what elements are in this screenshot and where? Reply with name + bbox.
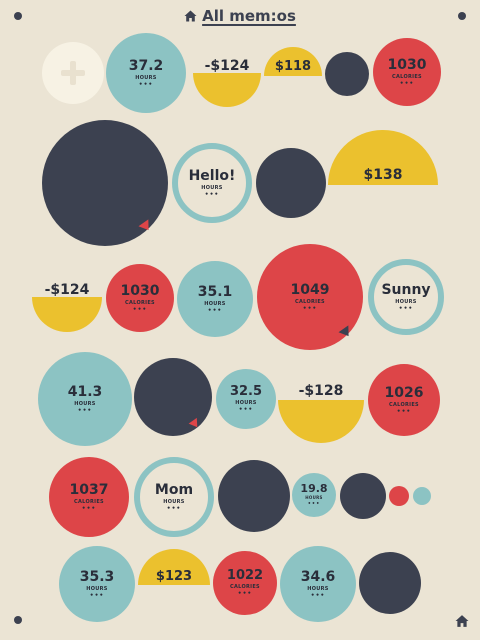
memo-money[interactable]: $138: [328, 130, 438, 185]
memo-value: 41.3: [67, 383, 103, 400]
memo-more-dots: •••: [166, 504, 182, 512]
plus-icon: [42, 42, 104, 104]
memo-blank[interactable]: [359, 552, 421, 614]
memo-value: 1030: [120, 282, 160, 299]
add-memo-button[interactable]: [42, 42, 104, 104]
half-circle-shape: [32, 297, 102, 332]
memo-hours[interactable]: 34.6 HOURS •••: [280, 546, 356, 622]
memo-value: 19.8: [300, 482, 328, 495]
memo-unit: HOURS: [307, 585, 329, 592]
memo-value: 34.6: [300, 568, 336, 585]
memo-value: -$124: [204, 58, 250, 74]
memo-value: Mom: [154, 481, 194, 498]
memo-unit: CALORIES: [389, 401, 419, 408]
memo-calories[interactable]: 1037 CALORIES •••: [49, 457, 129, 537]
memo-calories[interactable]: 1022 CALORIES •••: [213, 551, 277, 615]
memo-unit: HOURS: [135, 74, 157, 81]
memo-more-dots: •••: [204, 190, 220, 198]
memo-value: 35.1: [197, 283, 233, 300]
memo-more-dots: •••: [138, 80, 154, 88]
memo-money[interactable]: $123: [138, 549, 210, 585]
memo-more-dots: •••: [237, 590, 253, 597]
memo-value: Sunny: [381, 281, 431, 298]
memo-more-dots: •••: [238, 406, 254, 413]
memo-blank[interactable]: [218, 460, 290, 532]
home-icon: [184, 10, 197, 22]
memo-value: 1026: [384, 384, 424, 401]
memo-blank[interactable]: [256, 148, 326, 218]
memo-more-dots: •••: [398, 304, 414, 312]
memo-value: 32.5: [229, 384, 263, 399]
memo-value: 37.2: [128, 57, 164, 74]
memo-value: $123: [155, 569, 193, 584]
memo-blank[interactable]: [389, 486, 409, 506]
memo-hours[interactable]: 37.2 HOURS •••: [106, 33, 186, 113]
memo-value: 35.3: [79, 568, 115, 585]
memo-value: 1030: [387, 56, 427, 73]
memo-value: $118: [274, 59, 312, 74]
memo-unit: HOURS: [395, 298, 417, 305]
memo-unit: HOURS: [163, 498, 185, 505]
memo-hours[interactable]: 35.3 HOURS •••: [59, 546, 135, 622]
home-icon[interactable]: [455, 614, 469, 628]
memo-unit: HOURS: [201, 184, 223, 191]
memo-more-dots: •••: [81, 504, 97, 512]
memo-more-dots: •••: [307, 501, 321, 507]
page-title: All mem:os: [202, 7, 296, 25]
memo-unit: HOURS: [305, 495, 323, 500]
memo-unit: CALORIES: [295, 298, 325, 305]
memo-value: 1022: [226, 568, 264, 583]
memo-money[interactable]: $118: [264, 47, 322, 76]
memo-unit: CALORIES: [74, 498, 104, 505]
memo-blank[interactable]: [413, 487, 431, 505]
memo-more-dots: •••: [302, 304, 318, 312]
all-memos-link[interactable]: All mem:os: [0, 6, 480, 26]
corner-dot: [14, 12, 22, 20]
memo-hours[interactable]: 32.5 HOURS •••: [216, 369, 276, 429]
memo-more-dots: •••: [399, 79, 415, 87]
memo-sunny[interactable]: Sunny HOURS •••: [368, 259, 444, 335]
memo-more-dots: •••: [310, 591, 326, 599]
memo-unit: HOURS: [204, 300, 226, 307]
memo-more-dots: •••: [396, 407, 412, 415]
half-circle-shape: [278, 400, 364, 443]
memo-calories-large[interactable]: 1049 CALORIES •••: [257, 244, 363, 350]
memo-value: -$124: [44, 282, 90, 298]
memo-unit: HOURS: [86, 585, 108, 592]
memo-unit: HOURS: [235, 400, 257, 406]
memo-blank[interactable]: [134, 358, 212, 436]
corner-dot: [14, 616, 22, 624]
memo-more-dots: •••: [132, 305, 148, 313]
memo-more-dots: •••: [207, 306, 223, 314]
memo-money[interactable]: -$128: [278, 383, 364, 443]
memo-hours[interactable]: 41.3 HOURS •••: [38, 352, 132, 446]
memo-hello[interactable]: Hello! HOURS •••: [172, 143, 252, 223]
memo-blank[interactable]: [325, 52, 369, 96]
memo-unit: CALORIES: [392, 73, 422, 80]
memo-unit: HOURS: [74, 400, 96, 407]
memo-unit: CALORIES: [230, 584, 260, 590]
memo-calories[interactable]: 1030 CALORIES •••: [373, 38, 441, 106]
memo-blank[interactable]: [340, 473, 386, 519]
memo-value: Hello!: [188, 167, 236, 184]
memo-money[interactable]: -$124: [32, 280, 102, 340]
memo-calories[interactable]: 1026 CALORIES •••: [368, 364, 440, 436]
memo-value: 1049: [290, 281, 330, 298]
memo-hours[interactable]: 35.1 HOURS •••: [177, 261, 253, 337]
memo-money[interactable]: -$124: [193, 52, 261, 107]
memo-calories[interactable]: 1030 CALORIES •••: [106, 264, 174, 332]
memo-value: $138: [363, 167, 403, 183]
memo-more-dots: •••: [77, 406, 93, 414]
memo-value: -$128: [298, 383, 344, 399]
half-circle-shape: [193, 73, 261, 107]
memo-unit: CALORIES: [125, 299, 155, 306]
memo-value: 1037: [69, 481, 109, 498]
memo-blank-large[interactable]: [42, 120, 168, 246]
memo-mom[interactable]: Mom HOURS •••: [134, 457, 214, 537]
memo-more-dots: •••: [89, 591, 105, 599]
corner-dot: [458, 12, 466, 20]
memo-hours[interactable]: 19.8 HOURS •••: [292, 473, 336, 517]
